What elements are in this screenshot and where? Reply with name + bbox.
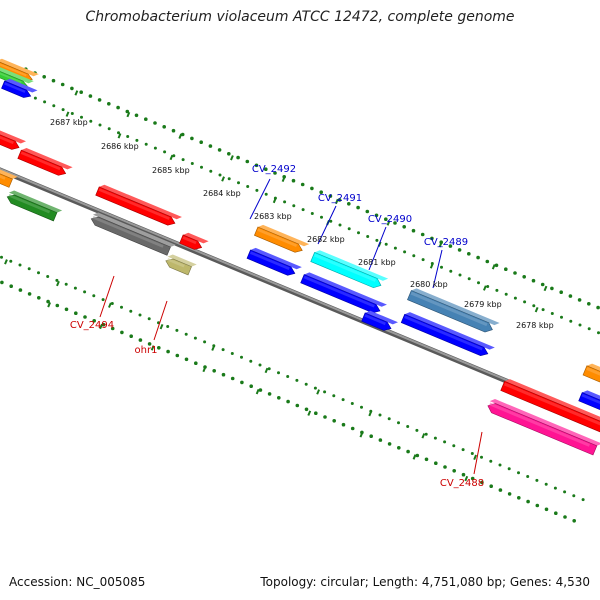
gene-feature[interactable] xyxy=(95,183,182,229)
ruler-tick xyxy=(473,454,477,461)
leader-line xyxy=(153,300,168,341)
gene-label[interactable]: CV_2494 xyxy=(70,320,114,331)
gene-label[interactable]: CV_2490 xyxy=(368,214,412,225)
gene-feature[interactable] xyxy=(361,309,399,334)
ruler-tick xyxy=(117,133,122,139)
leader-line xyxy=(249,178,271,220)
gene-feature[interactable] xyxy=(179,231,209,253)
gene-feature[interactable] xyxy=(17,146,73,179)
gene-feature[interactable] xyxy=(0,160,18,189)
accession-text: Accession: NC_005085 xyxy=(9,575,146,589)
kbp-label: 2681 kbp xyxy=(358,258,396,267)
ruler-tick xyxy=(386,220,391,226)
ruler-tick xyxy=(4,259,8,265)
ruler-tick xyxy=(169,154,174,161)
gene-feature[interactable] xyxy=(578,389,600,418)
ruler-tick xyxy=(221,176,225,182)
ruler-tick xyxy=(281,176,286,182)
ruler-tick xyxy=(412,454,417,460)
leader-line xyxy=(99,275,115,318)
ruler-tick xyxy=(368,410,373,417)
gene-features xyxy=(0,57,600,456)
gene-label[interactable]: ohr1 xyxy=(135,345,158,356)
kbp-label: 2684 kbp xyxy=(203,189,241,198)
map-title: Chromobacterium violaceum ATCC 12472, co… xyxy=(85,9,515,25)
ruler-tick xyxy=(334,198,339,205)
kbp-label: 2679 kbp xyxy=(464,300,502,309)
gene-label[interactable]: CV_2491 xyxy=(318,193,362,204)
gene-feature[interactable] xyxy=(500,378,600,437)
gene-feature[interactable] xyxy=(1,77,38,101)
ruler-tick xyxy=(74,90,79,96)
ruler-tick xyxy=(202,366,207,373)
ruler-tick xyxy=(482,285,487,291)
labels: 2687 kbp 2686 kbp 2685 kbp 2684 kbp 2683 kbp… xyxy=(50,118,554,489)
gene-feature[interactable] xyxy=(5,189,63,223)
leader-line xyxy=(473,431,483,475)
ruler-tick xyxy=(56,280,60,287)
ruler-tick xyxy=(230,155,234,161)
gene-feature[interactable] xyxy=(407,287,500,336)
gene-feature[interactable] xyxy=(254,223,310,256)
ruler-tick xyxy=(108,302,112,308)
ruler-tick xyxy=(99,323,103,330)
ruler-tick xyxy=(464,475,469,482)
leader-line xyxy=(432,249,443,289)
gene-label[interactable]: CV_2492 xyxy=(252,164,296,175)
ruler-tick xyxy=(211,345,216,351)
ruler-tick xyxy=(438,242,443,248)
gene-feature[interactable] xyxy=(90,211,176,257)
gene-feature[interactable] xyxy=(486,397,600,456)
ruler-tick xyxy=(150,345,155,351)
ruler-tick xyxy=(534,306,539,313)
gene-label[interactable]: CV_2488 xyxy=(440,478,484,489)
topology-text: Topology: circular; Length: 4,751,080 bp… xyxy=(260,575,590,589)
gene-label[interactable]: CV_2489 xyxy=(424,237,468,248)
leader-line xyxy=(368,226,387,271)
gene-feature[interactable] xyxy=(582,362,600,392)
ruler-tick xyxy=(178,133,183,139)
gene-feature[interactable] xyxy=(246,246,302,279)
gene-feature[interactable] xyxy=(0,124,27,153)
leader-line xyxy=(317,205,337,245)
ruler-tick xyxy=(543,285,548,292)
kbp-label: 2678 kbp xyxy=(516,321,554,330)
gene-feature[interactable] xyxy=(300,271,387,317)
kbp-label: 2686 kbp xyxy=(101,142,139,151)
gene-feature[interactable] xyxy=(310,249,389,292)
ruler-tick xyxy=(126,111,131,118)
kbp-label: 2687 kbp xyxy=(50,118,88,127)
kbp-label: 2685 kbp xyxy=(152,166,190,175)
ruler-tick xyxy=(47,302,51,308)
ruler-tick xyxy=(316,389,321,395)
gene-feature[interactable] xyxy=(400,311,495,360)
ruler-tick xyxy=(255,388,260,395)
ruler-tick xyxy=(159,323,164,330)
ruler-tick xyxy=(491,264,496,270)
ruler-tick xyxy=(421,433,426,439)
ruler-tick xyxy=(65,111,70,117)
kbp-label: 2683 kbp xyxy=(254,212,292,221)
ruler-tick xyxy=(264,367,269,374)
gene-feature[interactable] xyxy=(0,57,39,84)
label-leader-lines xyxy=(99,178,483,475)
footer: Accession: NC_005085 Topology: circular;… xyxy=(0,573,600,593)
gene-feature[interactable] xyxy=(164,253,197,277)
ruler-tick xyxy=(272,197,277,204)
kbp-label: 2682 kbp xyxy=(307,235,345,244)
ruler-tick xyxy=(307,410,312,416)
ruler-tick xyxy=(359,432,364,438)
kbp-label: 2680 kbp xyxy=(410,280,448,289)
ruler-tick xyxy=(429,263,434,269)
